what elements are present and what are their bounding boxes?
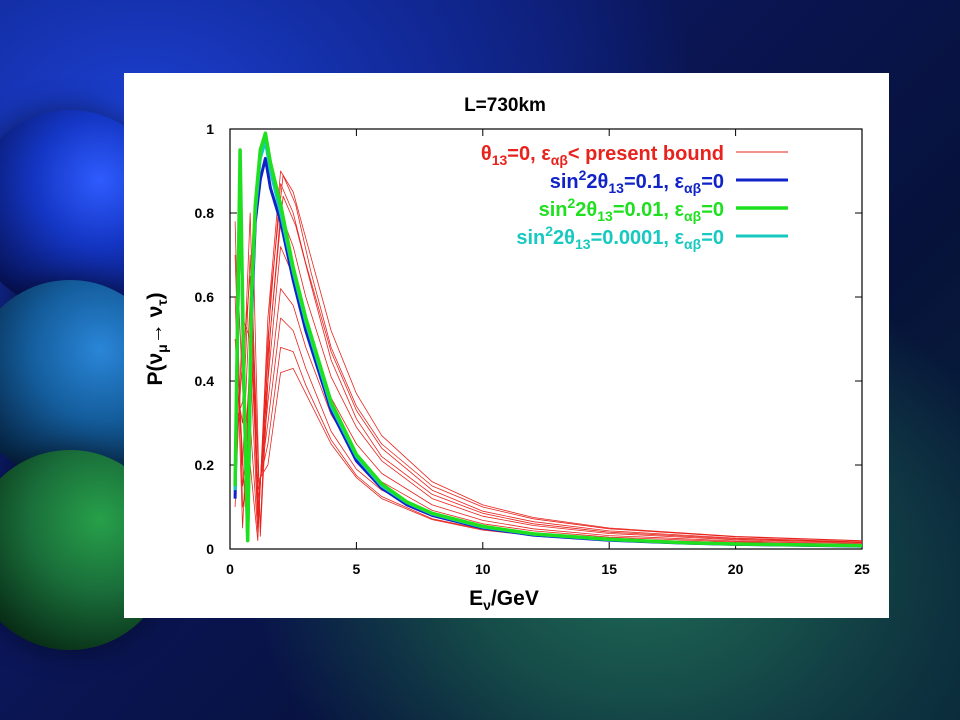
y-tick-label: 0 [206,541,214,557]
x-tick-label: 15 [601,561,617,577]
y-tick-label: 0.4 [195,373,215,389]
legend-entry-blue: sin22θ13=0.1, εαβ=0 [550,167,724,196]
y-tick-label: 1 [206,121,214,137]
series-line-8 [234,212,863,546]
axis-ticks: 0 5 10 15 20 25 0 0.2 0.4 0.6 0.8 1 [195,121,870,577]
chart-title: L=730km [464,95,546,116]
chart-panel: L=730km 0 5 10 15 20 25 0 0.2 0.4 0.6 0.8 1 Eν/GeV … [124,73,889,618]
legend-entry-red: θ13=0, εαβ< present bound [481,143,724,168]
x-tick-label: 25 [854,561,870,577]
y-axis-label: P(νμ→ ντ) [144,292,170,385]
series-line-1 [233,131,863,548]
series-line-11 [237,174,863,542]
x-tick-label: 0 [226,561,234,577]
y-tick-label: 0.8 [195,205,215,221]
series-line-4 [234,183,863,543]
y-tick-label: 0.2 [195,457,215,473]
legend-entry-green: sin22θ13=0.01, εαβ=0 [539,195,724,224]
series-line-9 [234,275,863,546]
legend: θ13=0, εαβ< present bound sin22θ13=0.1, … [481,143,788,252]
x-tick-label: 5 [353,561,361,577]
curves [233,131,863,548]
series-line-12 [237,195,863,543]
y-tick-label: 0.6 [195,289,215,305]
x-tick-label: 20 [728,561,744,577]
series-line-5 [234,212,863,544]
x-tick-label: 10 [475,561,491,577]
legend-entry-cyan: sin22θ13=0.0001, εαβ=0 [516,223,724,252]
plot-frame [229,128,863,550]
x-axis-label: Eν/GeV [469,587,539,613]
series-line-3 [234,170,863,542]
